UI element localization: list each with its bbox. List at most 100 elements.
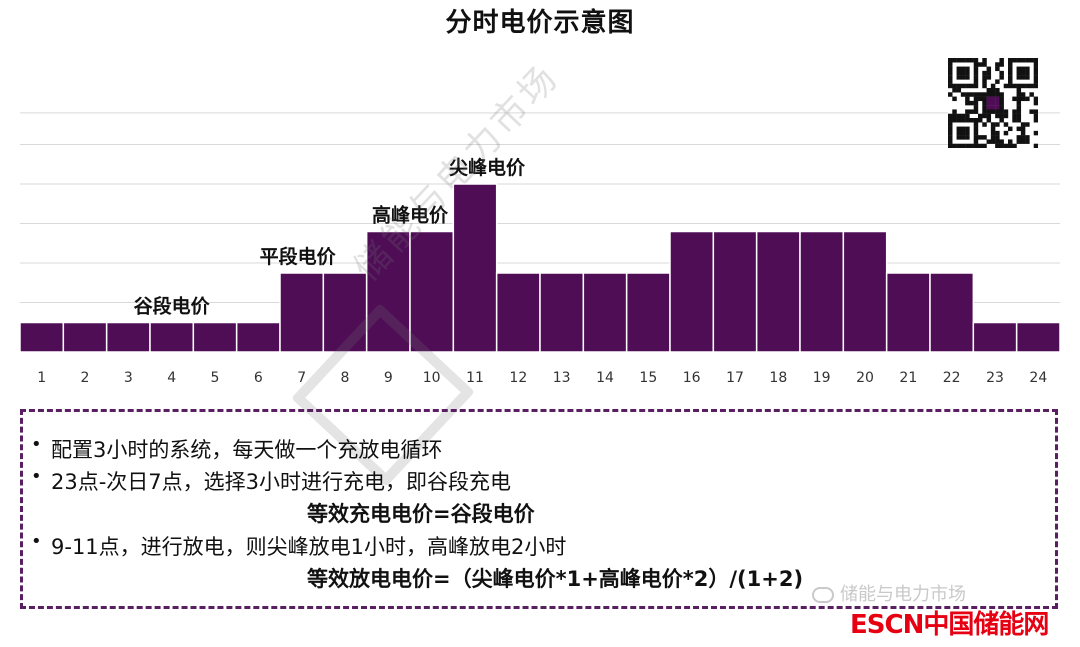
qr-module: [999, 58, 1004, 63]
x-tick-label: 10: [423, 370, 441, 386]
x-tick-label: 6: [254, 370, 263, 386]
x-tick-label: 12: [509, 370, 527, 386]
qr-module: [960, 92, 966, 97]
qr-module: [1003, 83, 1009, 89]
qr-module: [1016, 66, 1022, 72]
qr-module: [948, 92, 953, 97]
qr-module: [1025, 66, 1030, 72]
price-annotation: 高峰电价: [372, 204, 449, 227]
bar-hour-5: [192, 321, 238, 353]
qr-module: [948, 58, 953, 63]
qr-module: [973, 66, 979, 72]
qr-module: [999, 62, 1004, 67]
qr-module: [1025, 58, 1030, 63]
qr-module: [999, 113, 1004, 119]
x-tick-label: 11: [466, 370, 484, 386]
bars: [19, 183, 1061, 353]
qr-module: [1016, 100, 1022, 106]
bar-hour-17: [712, 230, 758, 353]
qr-module: [952, 143, 957, 148]
qr-module: [982, 75, 987, 80]
qr-module: [1003, 122, 1009, 127]
qr-module: [1008, 70, 1013, 76]
qr-module: [995, 143, 1000, 148]
x-tick-label: 15: [639, 370, 657, 386]
price-annotation: 尖峰电价: [449, 156, 526, 179]
qr-module: [1033, 109, 1038, 114]
qr-module: [978, 92, 983, 97]
qr-module: [965, 109, 970, 114]
wechat-account: 储能与电力市场: [812, 580, 966, 606]
qr-module: [1003, 109, 1009, 114]
qr-module: [956, 135, 962, 140]
qr-module: [990, 109, 996, 114]
bar-hour-1: [19, 321, 65, 353]
qr-module: [1025, 70, 1030, 76]
bar-hour-15: [625, 272, 671, 353]
qr-module: [999, 143, 1004, 148]
qr-module: [965, 143, 970, 148]
bar-hour-2: [62, 321, 108, 353]
qr-module: [1029, 109, 1034, 114]
qr-module: [990, 130, 996, 136]
qr-module: [982, 122, 987, 127]
qr-module: [948, 126, 953, 132]
qr-module: [960, 130, 966, 136]
qr-module: [948, 143, 953, 148]
bullet: •: [31, 531, 42, 552]
qr-module: [973, 75, 979, 80]
qr-module: [973, 143, 979, 148]
qr-module: [960, 83, 966, 89]
qr-module: [969, 100, 974, 106]
qr-module: [990, 88, 996, 93]
qr-module: [948, 139, 953, 144]
qr-module: [1033, 130, 1038, 136]
qr-module: [965, 130, 970, 136]
bullet: •: [31, 466, 42, 487]
qr-module: [999, 96, 1004, 102]
qr-module: [1016, 96, 1022, 102]
qr-module: [999, 139, 1004, 144]
x-tick-label: 7: [297, 370, 306, 386]
qr-module: [948, 75, 953, 80]
bar-hour-4: [149, 321, 195, 353]
qr-module: [990, 122, 996, 127]
qr-module: [973, 105, 979, 110]
qr-module: [973, 79, 979, 84]
qr-module: [965, 70, 970, 76]
qr-module: [982, 135, 987, 140]
qr-module: [1008, 62, 1013, 67]
note-item: • 23点-次日7点，选择3小时进行充电，即谷段充电: [31, 466, 511, 496]
qr-module: [978, 62, 983, 67]
note-item: • 9-11点，进行放电，则尖峰放电1小时，高峰放电2小时: [31, 531, 566, 561]
qr-module: [973, 122, 979, 127]
x-tick-label: 20: [856, 370, 874, 386]
qr-module: [948, 122, 953, 127]
qr-module: [1033, 118, 1038, 123]
qr-module: [982, 79, 987, 84]
qr-module: [973, 130, 979, 136]
qr-module: [982, 96, 987, 102]
qr-module: [1025, 75, 1030, 80]
qr-module: [982, 92, 987, 97]
qr-module: [948, 118, 953, 123]
qr-module: [1003, 143, 1009, 148]
qr-module: [982, 70, 987, 76]
x-tick-label: 19: [813, 370, 831, 386]
qr-module: [948, 83, 953, 89]
bullet: •: [31, 434, 42, 455]
qr-module: [973, 118, 979, 123]
qr-module: [1016, 92, 1022, 97]
qr-module: [969, 92, 974, 97]
qr-module: [1008, 79, 1013, 84]
x-tick-label: 4: [167, 370, 176, 386]
bar-hour-22: [929, 272, 975, 353]
qr-module: [965, 75, 970, 80]
brand-footer: 储能与电力市场 ESCN中国储能网: [812, 580, 1072, 642]
qr-module: [1016, 109, 1022, 114]
qr-module: [990, 96, 996, 102]
qr-module: [973, 92, 979, 97]
qr-module: [1012, 83, 1017, 89]
qr-module: [1020, 122, 1026, 127]
qr-module: [973, 62, 979, 67]
